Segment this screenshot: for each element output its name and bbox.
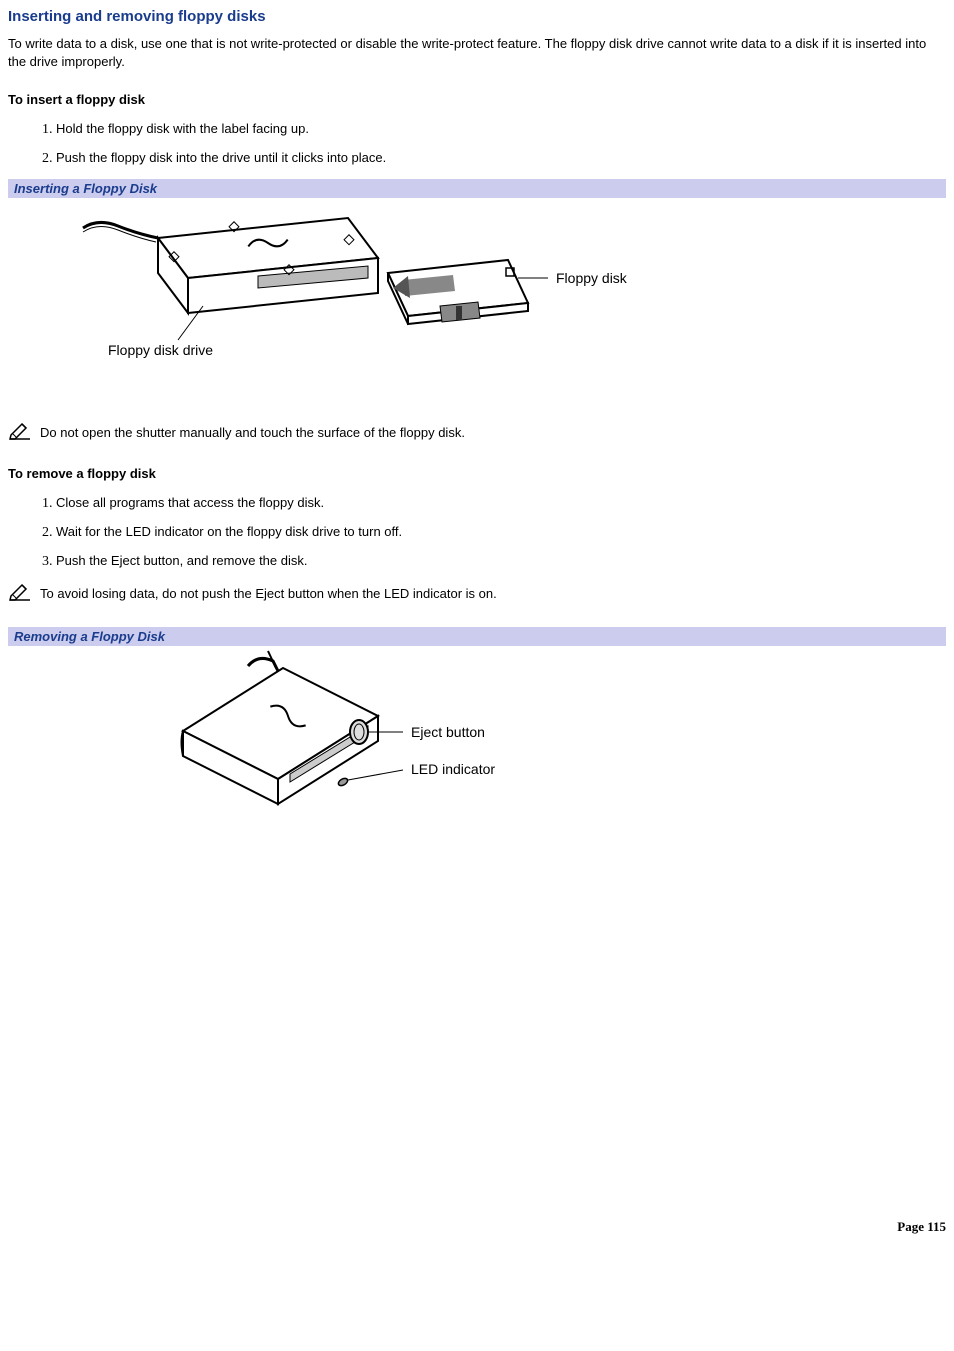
figure1-caption: Inserting a Floppy Disk (8, 179, 946, 198)
figure2-diagram: Eject button LED indicator (8, 646, 946, 839)
figure1-drive-label: Floppy disk drive (108, 342, 213, 358)
insert-steps-list: Hold the floppy disk with the label faci… (8, 121, 946, 165)
note-text: Do not open the shutter manually and tou… (40, 425, 465, 440)
note-text: To avoid losing data, do not push the Ej… (40, 586, 497, 601)
figure1-diagram: Floppy disk Floppy disk drive (8, 198, 946, 391)
remove-heading: To remove a floppy disk (8, 466, 946, 481)
note-1: Do not open the shutter manually and tou… (8, 421, 946, 444)
page-title: Inserting and removing floppy disks (8, 8, 946, 25)
insert-heading: To insert a floppy disk (8, 92, 946, 107)
intro-text: To write data to a disk, use one that is… (8, 35, 946, 70)
list-item: Close all programs that access the flopp… (56, 495, 946, 510)
note-icon (8, 421, 32, 444)
note-icon (8, 582, 32, 605)
figure1-disk-label: Floppy disk (556, 270, 628, 286)
list-item: Hold the floppy disk with the label faci… (56, 121, 946, 136)
list-item: Push the Eject button, and remove the di… (56, 553, 946, 568)
list-item: Wait for the LED indicator on the floppy… (56, 524, 946, 539)
figure2-eject-label: Eject button (411, 724, 485, 740)
figure2-led-label: LED indicator (411, 761, 495, 777)
figure2-caption: Removing a Floppy Disk (8, 627, 946, 646)
note-2: To avoid losing data, do not push the Ej… (8, 582, 946, 605)
page-footer: Page 115 (8, 1219, 946, 1235)
remove-steps-list: Close all programs that access the flopp… (8, 495, 946, 568)
list-item: Push the floppy disk into the drive unti… (56, 150, 946, 165)
